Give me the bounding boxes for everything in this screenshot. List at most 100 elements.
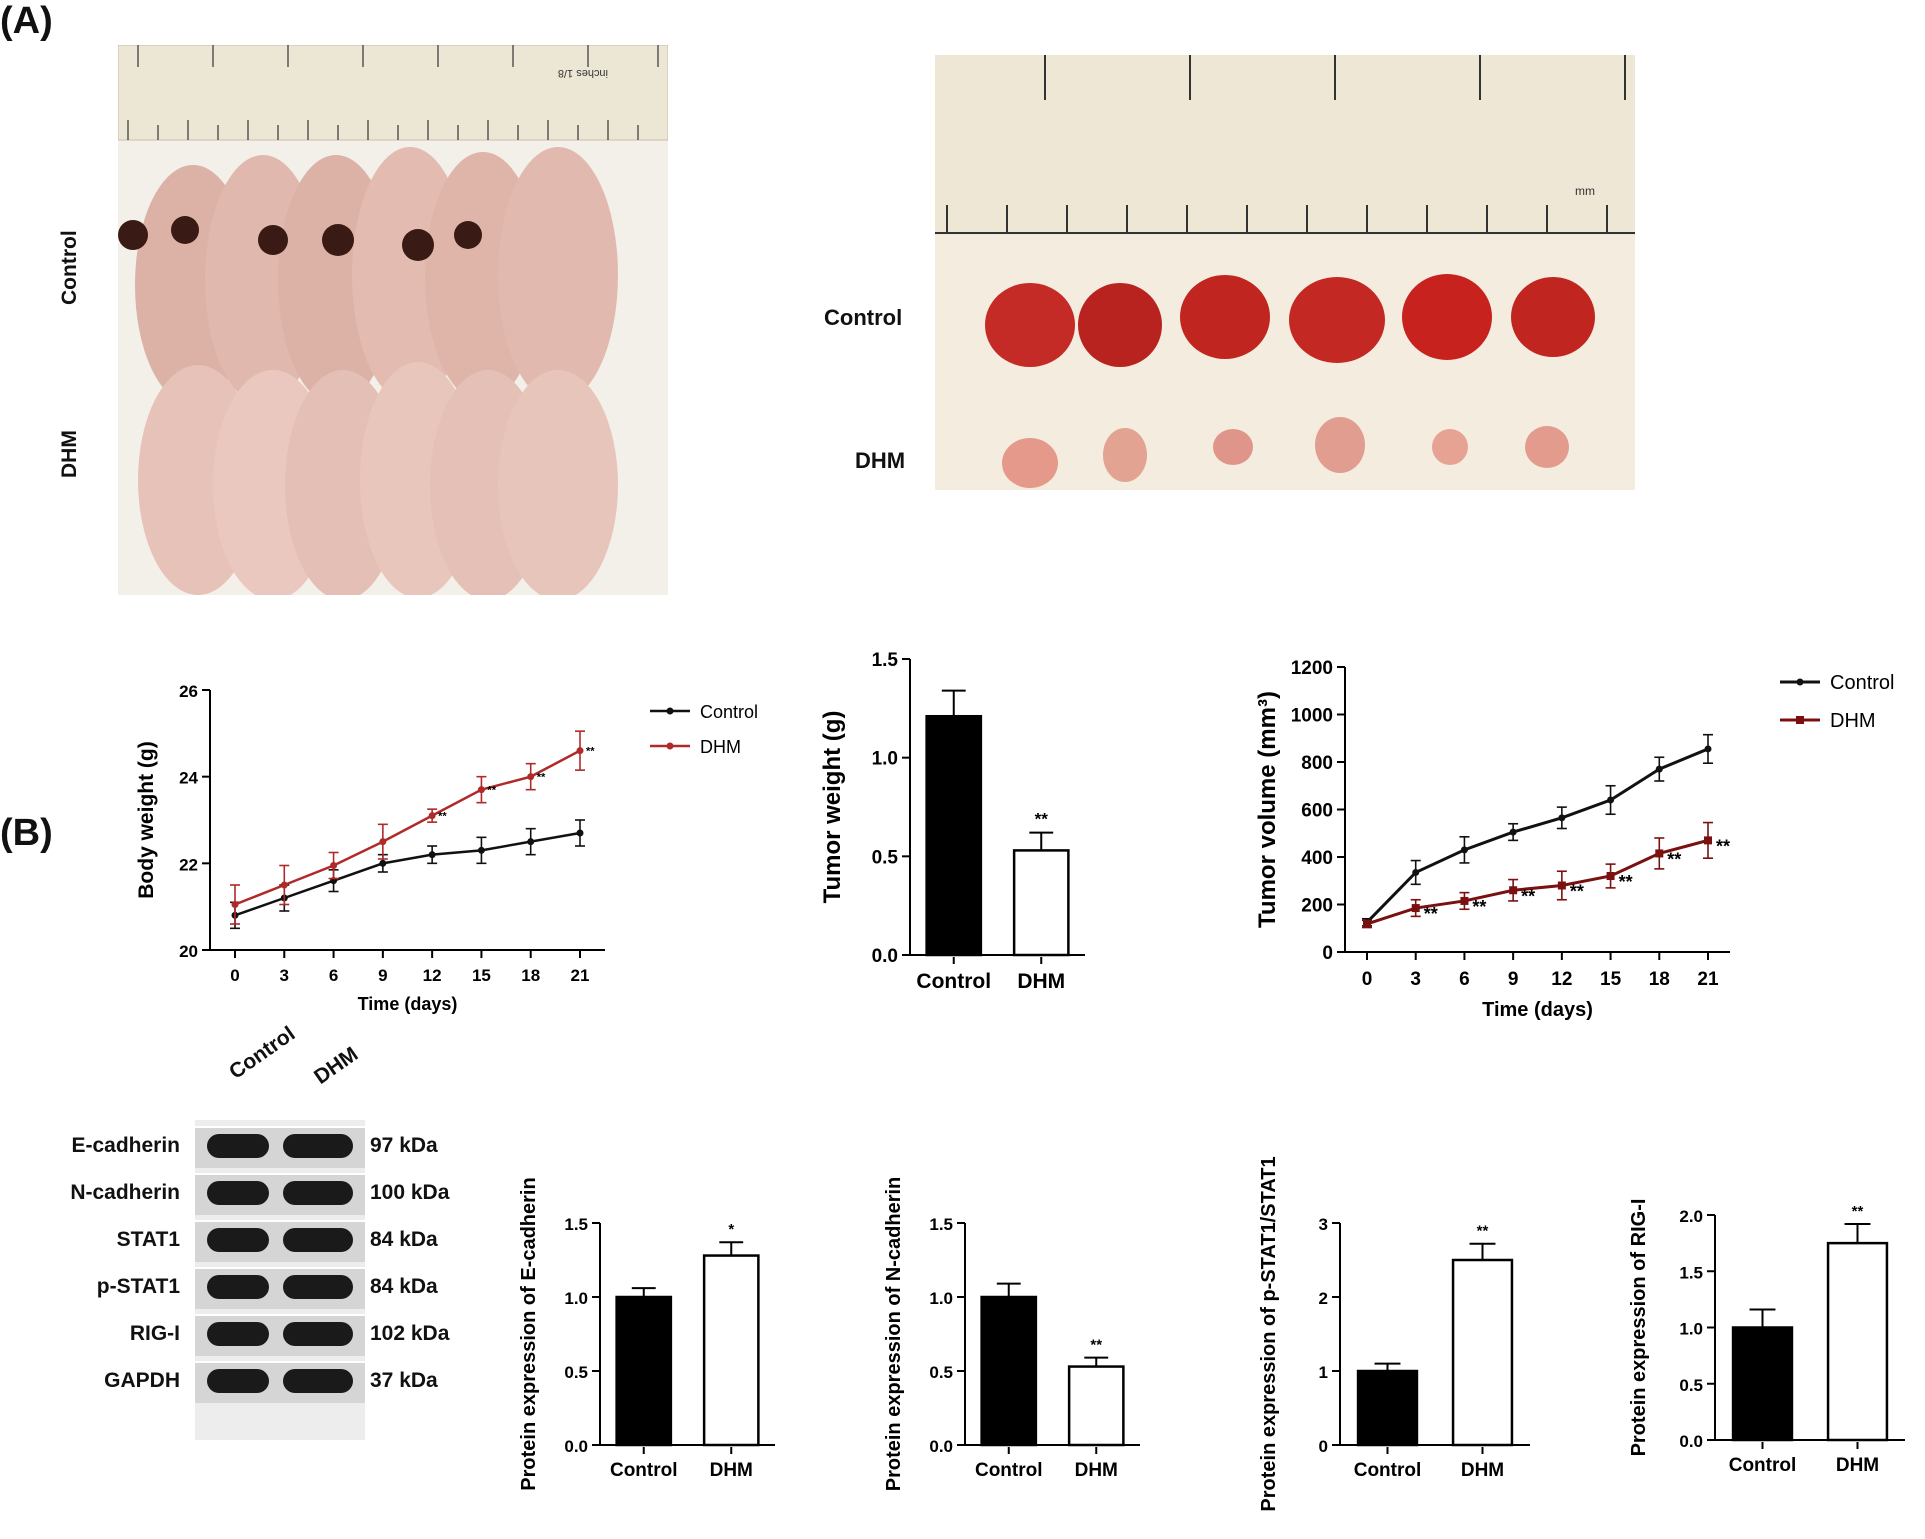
significance-label: **: [1852, 1203, 1864, 1220]
y-axis-label: Protein expression of RIG-I: [1628, 1199, 1650, 1457]
y-axis-label: Tumor weight (g): [819, 711, 846, 904]
x-tick-label: Control: [916, 970, 991, 993]
x-tick-label: 18: [1649, 969, 1670, 990]
x-tick-label: 9: [1508, 969, 1519, 990]
y-tick-label: 0.0: [929, 1437, 953, 1456]
blot-band-dhm: [283, 1134, 353, 1158]
y-tick-label: 0.5: [929, 1363, 953, 1382]
y-tick-label: 26: [179, 682, 198, 701]
tumors-photo: mm: [935, 55, 1635, 490]
bar-dhm: [1826, 1241, 1889, 1442]
data-point: [1460, 896, 1469, 905]
data-point: [1704, 745, 1712, 753]
bar-control: [980, 1295, 1038, 1447]
y-tick-label: 0.5: [1679, 1376, 1703, 1395]
control-tumors: [985, 274, 1595, 367]
mice-control-label: Control: [58, 230, 81, 305]
y-tick-label: 20: [179, 942, 198, 961]
blot-band-control: [207, 1181, 269, 1205]
bar-control: [615, 1295, 673, 1447]
x-tick-label: DHM: [1836, 1455, 1879, 1476]
data-point: [1704, 836, 1712, 845]
significance-label: **: [1570, 882, 1584, 902]
y-tick-label: 1: [1319, 1363, 1328, 1382]
blot-row-label: p-STAT1: [96, 1275, 180, 1298]
chart-tumor-weight: 0.0 0.5 1.0 1.5 Control DHM ** Tumor weight (g): [819, 650, 1085, 993]
x-tick-label: 21: [1697, 969, 1719, 990]
y-tick-label: 1000: [1291, 706, 1333, 727]
y-tick-label: 0.5: [872, 847, 899, 868]
y-tick-label: 200: [1301, 896, 1333, 917]
chart-ecadherin: 0.0 0.5 1.0 1.5 Control DHM * Protein expressio…: [518, 1177, 775, 1491]
blot-col-control: Control: [225, 1022, 300, 1084]
chart-body-weight: 20 22 24 26 0 3 6 9 12 15 18 21 Time (days) Body weig…: [135, 682, 758, 1014]
chart-rigi: 0.0 0.5 1.0 1.5 2.0 Control DHM ** Protein expre…: [1628, 1199, 1905, 1476]
data-point: [1509, 886, 1518, 895]
legend-marker: [666, 742, 674, 750]
y-tick-label: 0.0: [564, 1437, 588, 1456]
panel-label-a: (A): [0, 0, 53, 42]
y-tick-label: 0.0: [872, 946, 898, 967]
data-point: [280, 881, 288, 889]
tumor-ruler-ticks: [935, 55, 1635, 234]
data-point: [1412, 868, 1420, 876]
x-tick-label: Control: [975, 1460, 1043, 1481]
y-tick-label: 1.0: [872, 749, 898, 770]
x-tick-label: 0: [230, 966, 239, 985]
y-tick-label: 1.0: [564, 1289, 588, 1308]
x-tick-label: 3: [280, 966, 289, 985]
y-tick-label: 2.0: [1679, 1207, 1703, 1226]
data-point: [231, 901, 239, 908]
control-mice: [135, 147, 618, 405]
data-point: [576, 747, 584, 755]
series-line-dhm: [1366, 838, 1709, 926]
blot-row-kda: 84 kDa: [370, 1275, 438, 1298]
bar-control: [1356, 1369, 1419, 1447]
blot-band-control: [207, 1275, 269, 1299]
blot-row-label: GAPDH: [104, 1369, 180, 1392]
mice-photo: inches 1/8: [118, 45, 668, 595]
significance-label: **: [1521, 886, 1535, 906]
y-tick-label: 24: [179, 769, 198, 788]
x-tick-label: 15: [472, 966, 491, 985]
y-axis-label: Body weight (g): [135, 741, 158, 898]
mice-dhm-label: DHM: [58, 430, 81, 478]
tumor-ruler-mm-label: mm: [1575, 184, 1595, 198]
data-point: [428, 851, 436, 859]
chart-pstat1: 0 1 2 3 Control DHM ** Protein expression of p-…: [1258, 1156, 1530, 1512]
series-line-dhm: [234, 749, 581, 906]
data-point: [1655, 849, 1664, 858]
data-point: [379, 838, 387, 846]
x-axis-label: Time (days): [358, 994, 458, 1014]
blot-band-dhm: [283, 1228, 353, 1252]
tumors-control-label: Control: [824, 305, 903, 330]
y-tick-label: 0: [1319, 1437, 1328, 1456]
y-tick-label: 1200: [1291, 658, 1333, 679]
significance-label: **: [438, 811, 447, 823]
legend-marker: [666, 707, 674, 715]
data-point: [527, 838, 535, 846]
y-tick-label: 0.5: [564, 1363, 588, 1382]
data-point: [527, 773, 535, 781]
dhm-mice: [138, 362, 618, 595]
x-axis-label: Time (days): [1482, 999, 1593, 1021]
y-tick-label: 0: [1322, 943, 1333, 964]
significance-label: **: [1424, 904, 1438, 924]
y-tick-label: 2: [1319, 1289, 1328, 1308]
x-tick-label: 6: [1459, 969, 1470, 990]
data-point: [1460, 846, 1468, 854]
significance-label: **: [1716, 836, 1730, 856]
blot-row-label: E-cadherin: [71, 1134, 180, 1157]
blot-row-kda: 37 kDa: [370, 1369, 438, 1392]
legend-label: Control: [1830, 672, 1894, 694]
data-point: [576, 829, 584, 837]
x-tick-label: 9: [378, 966, 387, 985]
blot-row-kda: 97 kDa: [370, 1134, 438, 1157]
y-tick-label: 1.0: [1679, 1320, 1703, 1339]
y-tick-label: 600: [1301, 801, 1333, 822]
blot-band-dhm: [283, 1181, 353, 1205]
data-point: [1411, 904, 1420, 913]
bar-control: [925, 714, 983, 957]
y-tick-label: 1.5: [929, 1215, 953, 1234]
control-tumors-on-mice: [118, 216, 482, 261]
